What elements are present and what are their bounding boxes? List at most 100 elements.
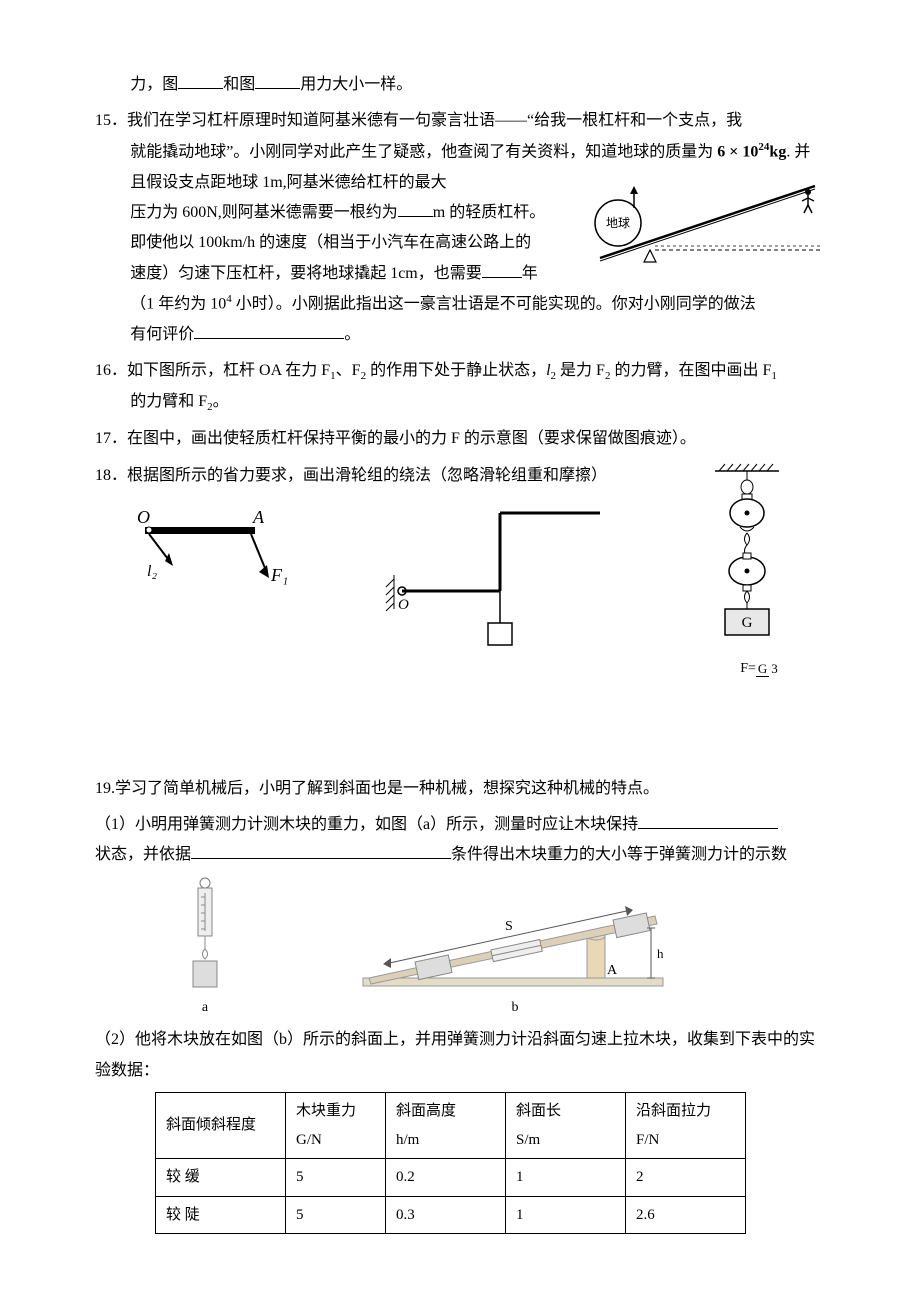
q18-figure: G F=G3 [695,461,825,753]
text: 压力为 600N,则阿基米德需要一根约为 [130,204,398,221]
q-number: 19. [95,774,115,804]
blank [398,198,433,217]
col-header: 沿斜面拉力F/N [626,1093,746,1159]
text: 我们在学习杠杆原理时知道阿基米德有一句豪言壮语——“给我一根杠杆和一个支点，我 [127,112,742,129]
line: （1 年约为 104 小时）。小刚据此指出这一豪言壮语是不可能实现的。你对小刚同… [130,289,825,320]
F-eq: F= [740,661,756,676]
lever-bar [145,527,255,534]
label-F1: F₁ [270,565,288,585]
frac-bot: 3 [769,661,780,676]
q19: 19.学习了简单机械后，小明了解到斜面也是一种机械，想探究这种机械的特点。 [95,774,825,804]
q15-figure: 地球 [590,168,825,273]
q19-p2: （2）他将木块放在如图（b）所示的斜面上，并用弹簧测力计沿斜面匀速上拉木块，收集… [95,1025,825,1086]
label-G: G [742,615,753,631]
person-icon [805,189,811,195]
mass-value: 6 × 10 [717,143,758,160]
text: 。 [213,393,229,410]
q19-fig-a: a [175,875,235,1022]
text: 根据图所示的省力要求，画出滑轮组的绕法（忽略滑轮组重和摩擦） [127,467,607,484]
text: 的作用下处于静止状态， [366,362,546,379]
text: 。 [344,326,360,343]
text: （2）他将木块放在如图（b）所示的斜面上，并用弹簧测力计沿斜面匀速上拉木块，收集… [95,1031,815,1078]
q14-tail: 力，图 和图 用力大小一样。 [95,70,825,100]
col-header: 木块重力G/N [286,1093,386,1159]
cell: 较 陡 [156,1196,286,1234]
cell: 0.2 [386,1159,506,1197]
cell: 2.6 [626,1196,746,1234]
q16: 16．如下图所示，杠杆 OA 在力 F1、F2 的作用下处于静止状态，l2 是力… [95,356,825,418]
cell: 1 [506,1159,626,1197]
q-number: 16． [95,356,127,386]
table-row: 较 缓 5 0.2 1 2 [156,1159,746,1197]
blank [191,841,451,860]
col-header: 斜面高度h/m [386,1093,506,1159]
table-row: 斜面倾斜程度 木块重力G/N 斜面高度h/m 斜面长S/m 沿斜面拉力F/N [156,1093,746,1159]
fig-label-b: b [355,995,675,1022]
text: 、F [336,362,361,379]
q-number: 17． [95,424,127,454]
q19-data-table: 斜面倾斜程度 木块重力G/N 斜面高度h/m 斜面长S/m 沿斜面拉力F/N 较… [155,1092,746,1234]
text: 就能撬动地球”。小刚同学对此产生了疑惑，他查阅了有关资料，知道地球的质量为 [130,143,713,160]
label-O: O [137,507,150,527]
earth-label: 地球 [606,216,630,230]
label-A: A [252,507,265,527]
text: 速度）匀速下压杠杆，要将地球撬起 1cm，也需要 [130,265,482,282]
q16-figure: O A l₂ F₁ [125,501,295,611]
label-A: A [607,963,618,978]
text: 年 [522,265,538,282]
lever-earth-diagram: 地球 [590,168,825,273]
cell: 5 [286,1159,386,1197]
label-O: O [398,597,409,613]
text: 条件得出木块重力的大小等于弹簧测力计的示数 [451,846,787,863]
text: （1 年约为 10 [130,295,226,312]
q19-figure-row: a S [175,875,825,1022]
text: 是力 F [556,362,605,379]
blank [255,70,300,89]
blank [638,810,778,829]
sub: 1 [771,370,777,382]
q15: 15．我们在学习杠杆原理时知道阿基米德有一句豪言壮语——“给我一根杠杆和一个支点… [95,106,825,350]
text: 的力臂和 F [130,393,207,410]
cell: 1 [506,1196,626,1234]
blank [482,259,522,278]
q18: 18．根据图所示的省力要求，画出滑轮组的绕法（忽略滑轮组重和摩擦） [95,461,825,491]
label-h: h [657,946,664,961]
q19-p1: （1）小明用弹簧测力计测木块的重力，如图（a）所示，测量时应让木块保持 [95,810,825,840]
blank [194,320,344,339]
text: 学习了简单机械后，小明了解到斜面也是一种机械，想探究这种机械的特点。 [115,780,659,797]
mass-exp: 24 [758,141,769,153]
cell: 较 缓 [156,1159,286,1197]
text: 状态，并依据 [95,846,191,863]
text: m 的轻质杠杆。 [433,204,545,221]
q17-figure: O [380,501,610,651]
line: 有何评价 。 [130,320,825,350]
table-row: 较 陡 5 0.3 1 2.6 [156,1196,746,1234]
text: 的力臂，在图中画出 F [610,362,771,379]
q-number: 15． [95,106,127,136]
force-equation: F=G3 [740,656,780,683]
text: （1）小明用弹簧测力计测木块的重力，如图（a）所示，测量时应让木块保持 [95,816,638,833]
line: 的力臂和 F2。 [95,387,825,418]
label-l2: l₂ [147,563,157,580]
cell: 0.3 [386,1196,506,1234]
cell: 5 [286,1196,386,1234]
label-S: S [505,919,513,934]
mass-unit: kg [769,143,786,160]
cell: 2 [626,1159,746,1197]
figure-row-16-18: O A l₂ F₁ O [125,501,825,753]
q19-fig-b: S h A b [355,880,675,1022]
blank [178,70,223,89]
text: 有何评价 [130,326,194,343]
q-number: 18． [95,461,127,491]
q17: 17．在图中，画出使轻质杠杆保持平衡的最小的力 F 的示意图（要求保留做图痕迹）… [95,424,825,454]
frac-top: G [756,661,769,677]
text: 如下图所示，杠杆 OA 在力 F [127,362,330,379]
q19-p1b: 状态，并依据 条件得出木块重力的大小等于弹簧测力计的示数 [95,840,825,870]
text: 力，图 [130,76,178,93]
fulcrum-icon [644,250,656,262]
text: 和图 [223,76,255,93]
col-header: 斜面倾斜程度 [156,1093,286,1159]
text: 小时）。小刚据此指出这一豪言壮语是不可能实现的。你对小刚同学的做法 [232,295,756,312]
col-header: 斜面长S/m [506,1093,626,1159]
text: 用力大小一样。 [300,76,412,93]
